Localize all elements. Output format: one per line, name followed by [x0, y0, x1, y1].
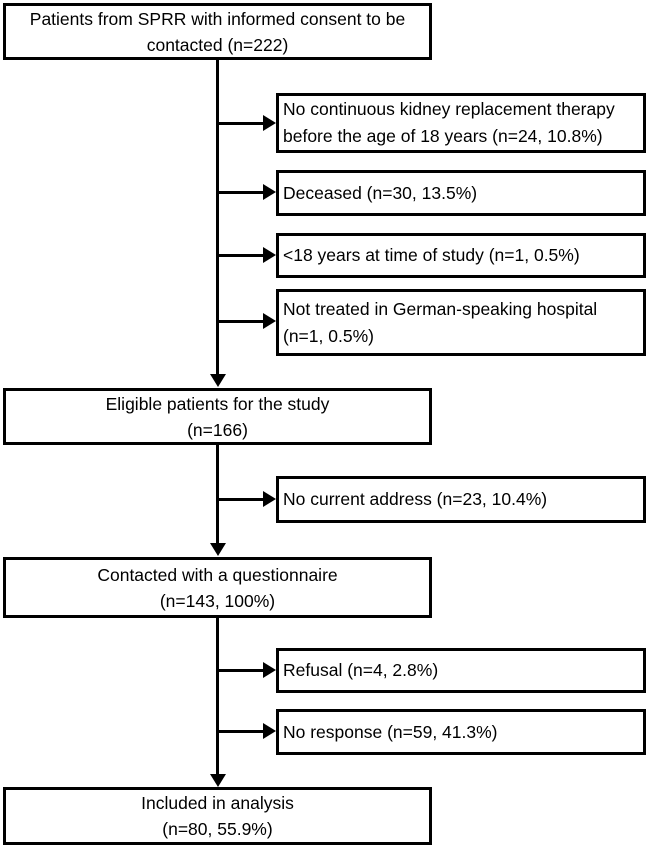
box-exclusion-no-ckrt: No continuous kidney replacement therapy…: [276, 93, 646, 153]
box-exclusion-refusal-text: Refusal (n=4, 2.8%): [283, 660, 439, 680]
box-included-line1: Included in analysis: [141, 793, 294, 813]
arrow-line-eligible-to-contacted: [216, 445, 219, 543]
arrowhead-right-under-18-icon: [263, 247, 276, 263]
box-exclusion-non-german-text: Not treated in German-speaking hospital …: [283, 298, 598, 346]
arrowhead-right-non-german-icon: [263, 313, 276, 329]
branch-line-no-ckrt: [217, 122, 263, 125]
arrowhead-right-refusal-icon: [263, 662, 276, 678]
box-exclusion-under-18-text: <18 years at time of study (n=1, 0.5%): [283, 245, 580, 265]
branch-line-no-response: [217, 730, 263, 733]
arrow-line-consent-to-eligible: [216, 60, 219, 374]
box-eligible-line2: (n=166): [187, 419, 248, 440]
arrow-line-contacted-to-included: [216, 618, 219, 774]
box-included-line2: (n=80, 55.9%): [162, 819, 273, 839]
arrowhead-down-contacted-icon: [210, 543, 226, 556]
branch-line-deceased: [217, 191, 263, 194]
box-exclusion-deceased: Deceased (n=30, 13.5%): [276, 170, 646, 216]
box-exclusion-no-ckrt-text: No continuous kidney replacement therapy…: [283, 99, 615, 146]
box-exclusion-under-18: <18 years at time of study (n=1, 0.5%): [276, 233, 646, 278]
arrowhead-right-no-ckrt-icon: [263, 115, 276, 131]
branch-line-no-address: [217, 498, 263, 501]
box-eligible: Eligible patients for the study (n=166): [3, 388, 432, 445]
box-exclusion-no-address-text: No current address (n=23, 10.4%): [283, 489, 548, 509]
arrowhead-down-included-icon: [210, 774, 226, 787]
box-consent-line1: Patients from SPRR with informed consent…: [29, 8, 406, 29]
branch-line-refusal: [217, 669, 263, 672]
arrowhead-down-eligible-icon: [210, 374, 226, 387]
box-exclusion-deceased-text: Deceased (n=30, 13.5%): [283, 182, 478, 203]
arrowhead-right-no-response-icon: [263, 723, 276, 739]
box-exclusion-refusal: Refusal (n=4, 2.8%): [276, 648, 646, 693]
arrowhead-right-no-address-icon: [263, 491, 276, 507]
box-eligible-line1: Eligible patients for the study: [105, 393, 330, 414]
arrowhead-right-deceased-icon: [263, 184, 276, 200]
box-exclusion-no-address: No current address (n=23, 10.4%): [276, 476, 646, 523]
box-consent: Patients from SPRR with informed consent…: [3, 3, 432, 60]
box-contacted: Contacted with a questionnaire (n=143, 1…: [3, 557, 432, 618]
box-consent-line2: contacted (n=222): [146, 34, 289, 55]
box-exclusion-non-german: Not treated in German-speaking hospital …: [276, 289, 646, 356]
box-contacted-line1: Contacted with a questionnaire: [97, 564, 338, 585]
box-exclusion-no-response-text: No response (n=59, 41.3%): [283, 721, 498, 742]
branch-line-under-18: [217, 254, 263, 257]
branch-line-non-german: [217, 320, 263, 323]
box-included: Included in analysis (n=80, 55.9%): [3, 787, 432, 845]
box-contacted-line2: (n=143, 100%): [159, 590, 276, 611]
box-exclusion-no-response: No response (n=59, 41.3%): [276, 709, 646, 755]
